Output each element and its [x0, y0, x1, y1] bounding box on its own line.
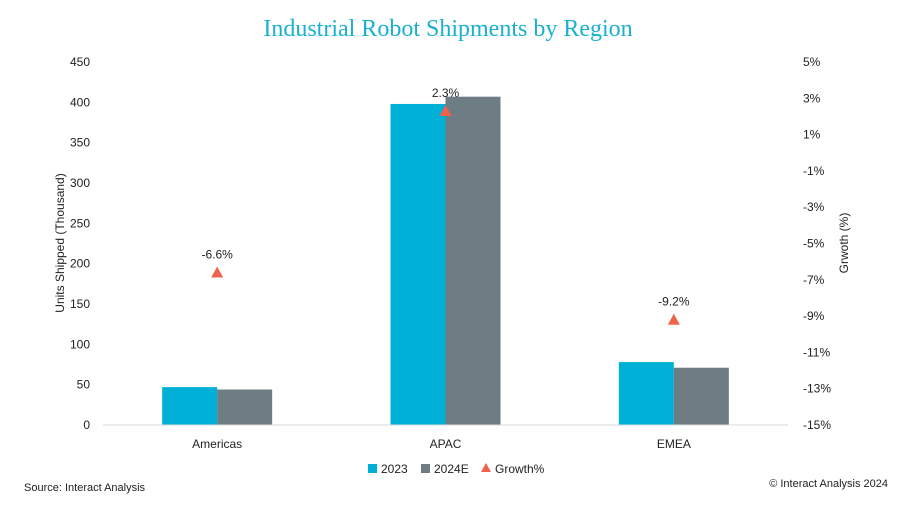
y2-tick-label: -7% — [803, 273, 825, 287]
copyright-note: © Interact Analysis 2024 — [769, 478, 888, 490]
chart-title: Industrial Robot Shipments by Region — [263, 16, 632, 42]
y2-tick-label: -1% — [803, 164, 825, 178]
legend-swatch — [421, 464, 430, 473]
growth-data-label: -9.2% — [658, 295, 690, 309]
y-tick-label: 100 — [70, 337, 90, 351]
legend: 2023 2024E Growth% — [368, 462, 545, 476]
bar-2023-emea — [618, 362, 674, 425]
y2-tick-label: -15% — [803, 418, 831, 432]
y2-tick-label: 5% — [803, 55, 821, 69]
legend-label: 2024E — [434, 462, 469, 476]
y2-tick-label: -11% — [803, 345, 830, 359]
y2-tick-label: 3% — [803, 91, 821, 105]
bar-2024e-americas — [217, 389, 273, 425]
y2-axis-label: Grwoth (%) — [837, 213, 851, 274]
left-axis-ticks: 0 50 100 150 200 250 300 350 400 450 — [70, 55, 90, 432]
y-tick-label: 150 — [70, 297, 90, 311]
y-tick-label: 300 — [70, 176, 90, 190]
y-tick-label: 200 — [70, 257, 90, 271]
growth-data-label: -6.6% — [201, 248, 233, 262]
growth-marker — [667, 313, 680, 325]
growth-marker — [439, 105, 452, 117]
legend-label: Growth% — [495, 462, 545, 476]
growth-data-label: 2.3% — [432, 86, 460, 100]
bar-2023-apac — [390, 103, 446, 426]
right-axis-ticks: 5% 3% 1% -1% -3% -5% -7% -9% -11% -13% -15% — [803, 55, 831, 432]
legend-swatch — [368, 464, 377, 473]
growth-markers: -6.6% 2.3% -9.2% — [201, 86, 690, 325]
legend-marker — [481, 463, 491, 472]
y2-tick-label: 1% — [803, 128, 821, 142]
y-axis-label: Units Shipped (Thousand) — [53, 173, 67, 312]
growth-marker — [211, 266, 224, 278]
bar-2023-americas — [162, 387, 218, 425]
legend-label: 2023 — [381, 462, 408, 476]
y2-tick-label: -9% — [803, 309, 825, 323]
y-tick-label: 0 — [83, 418, 90, 432]
x-tick-label: APAC — [430, 437, 462, 451]
bar-2024e-emea — [673, 367, 729, 425]
y2-tick-label: -5% — [803, 237, 825, 251]
y2-tick-label: -13% — [803, 382, 831, 396]
bar-2024e-apac — [445, 96, 501, 425]
x-tick-label: EMEA — [657, 437, 691, 451]
y-tick-label: 250 — [70, 216, 90, 230]
x-tick-label: Americas — [192, 437, 242, 451]
y-tick-label: 450 — [70, 55, 90, 69]
bars — [162, 96, 729, 426]
y-tick-label: 400 — [70, 95, 90, 109]
y2-tick-label: -3% — [803, 200, 825, 214]
y-tick-label: 50 — [77, 378, 91, 392]
source-note: Source: Interact Analysis — [24, 482, 146, 494]
y-tick-label: 350 — [70, 136, 90, 150]
category-labels: Americas APAC EMEA — [192, 437, 691, 451]
